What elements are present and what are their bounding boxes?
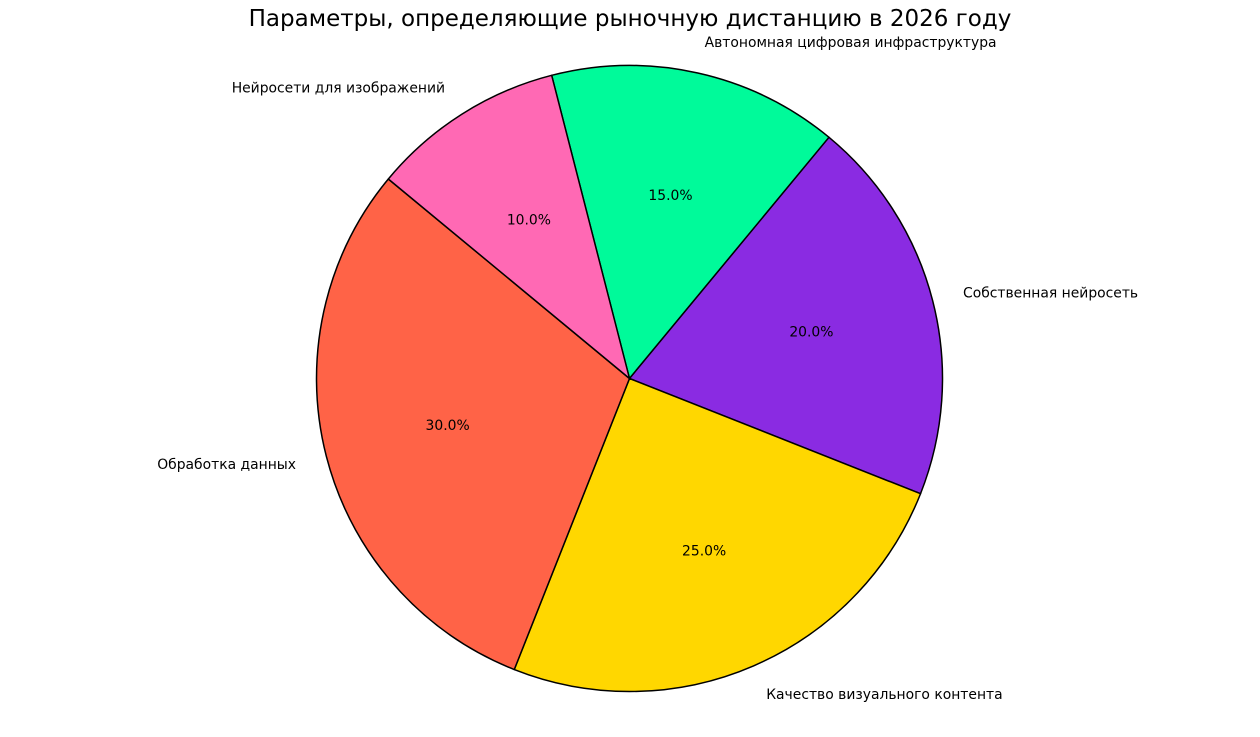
pie-slice-2 bbox=[628, 136, 944, 495]
slice-label-4: Обработка данных bbox=[157, 457, 296, 473]
slice-label-1: Автономная цифровая инфраструктура bbox=[705, 35, 997, 51]
pie-slice-5 bbox=[387, 74, 631, 380]
slice-label-3: Качество визуального контента bbox=[766, 687, 1002, 703]
pie-slice-3 bbox=[513, 377, 922, 693]
chart-title: Параметры, определяющие рыночную дистанц… bbox=[248, 6, 1012, 32]
slice-label-5: Нейросети для изображений bbox=[232, 81, 445, 97]
pie-slice-4 bbox=[315, 178, 631, 671]
pie-slice-1 bbox=[550, 64, 830, 380]
pct-label-3: 25.0% bbox=[682, 544, 726, 560]
pct-label-5: 10.0% bbox=[507, 213, 551, 229]
slice-label-2: Собственная нейросеть bbox=[963, 286, 1138, 302]
pct-label-1: 15.0% bbox=[648, 188, 692, 204]
pct-label-4: 30.0% bbox=[426, 418, 470, 434]
pct-label-2: 20.0% bbox=[789, 325, 833, 341]
